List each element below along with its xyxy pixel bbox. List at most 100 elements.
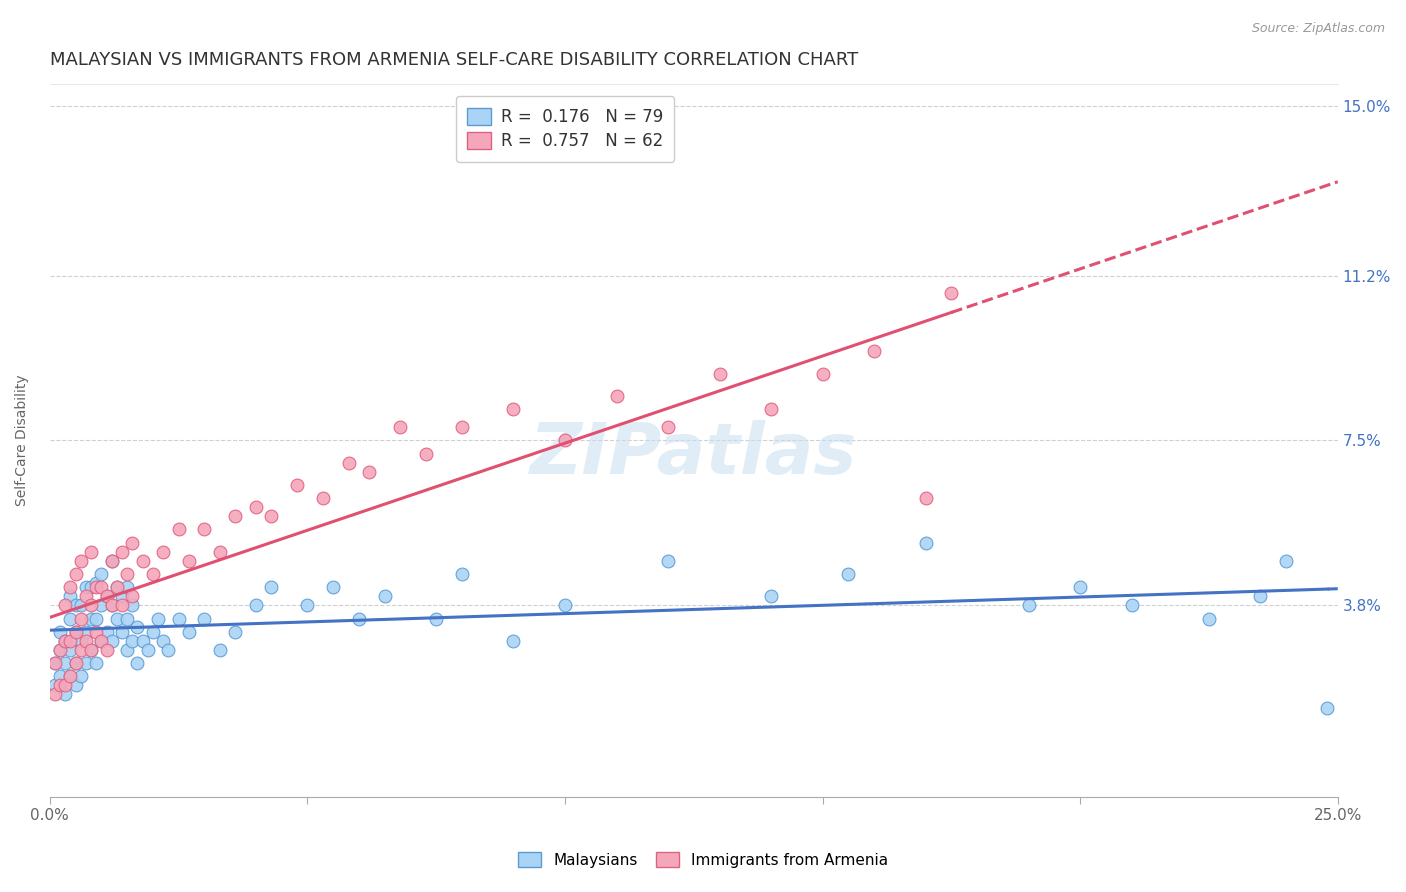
Point [65,678,87,692]
Point [53,598,76,612]
Point [80,642,103,657]
Point [49,678,72,692]
Point [69,598,91,612]
Text: MALAYSIAN VS IMMIGRANTS FROM ARMENIA SELF-CARE DISABILITY CORRELATION CHART: MALAYSIAN VS IMMIGRANTS FROM ARMENIA SEL… [49,51,858,69]
Text: Source: ZipAtlas.com: Source: ZipAtlas.com [1251,22,1385,36]
Point [914,491,936,506]
Point [709,367,731,381]
Point [69,669,91,683]
Point [389,420,412,434]
Point [811,367,834,381]
Point [245,500,267,515]
Point [1275,554,1298,568]
Point [152,633,174,648]
Point [136,642,159,657]
Point [90,633,112,648]
Point [260,509,283,524]
Point [100,554,122,568]
Point [142,624,165,639]
Point [84,656,107,670]
Legend: Malaysians, Immigrants from Armenia: Malaysians, Immigrants from Armenia [510,844,896,875]
Point [115,611,138,625]
Point [177,554,200,568]
Point [90,633,112,648]
Point [554,434,576,448]
Point [157,642,180,657]
Point [53,633,76,648]
Point [115,580,138,594]
Point [65,656,87,670]
Point [297,598,319,612]
Legend: R =  0.176   N = 79, R =  0.757   N = 62: R = 0.176 N = 79, R = 0.757 N = 62 [456,96,675,161]
Point [105,580,128,594]
Point [131,554,153,568]
Point [80,598,103,612]
Point [359,465,381,479]
Point [69,642,91,657]
Point [53,678,76,692]
Point [49,624,72,639]
Point [100,598,122,612]
Point [1198,611,1220,625]
Point [127,656,149,670]
Point [415,447,437,461]
Point [100,633,122,648]
Point [941,286,963,301]
Point [59,633,82,648]
Point [146,611,169,625]
Point [44,678,66,692]
Point [1069,580,1091,594]
Point [80,611,103,625]
Point [53,656,76,670]
Point [1018,598,1040,612]
Point [759,589,782,603]
Point [75,589,97,603]
Point [80,642,103,657]
Point [96,589,118,603]
Point [65,624,87,639]
Point [1250,589,1272,603]
Point [914,536,936,550]
Point [44,656,66,670]
Point [121,633,143,648]
Point [554,598,576,612]
Point [53,633,76,648]
Point [59,580,82,594]
Point [605,389,627,403]
Point [425,611,447,625]
Point [69,611,91,625]
Point [111,598,134,612]
Point [121,598,143,612]
Point [44,656,66,670]
Point [224,624,246,639]
Point [208,545,231,559]
Point [337,456,360,470]
Point [69,554,91,568]
Point [502,402,524,417]
Point [115,567,138,582]
Point [90,567,112,582]
Point [69,633,91,648]
Point [100,554,122,568]
Point [224,509,246,524]
Point [75,633,97,648]
Point [84,575,107,590]
Point [80,545,103,559]
Point [75,656,97,670]
Point [59,642,82,657]
Point [49,642,72,657]
Point [285,478,308,492]
Point [65,598,87,612]
Text: ZIPatlas: ZIPatlas [530,420,858,489]
Point [59,611,82,625]
Point [80,580,103,594]
Point [167,611,190,625]
Point [96,624,118,639]
Point [167,523,190,537]
Point [105,611,128,625]
Point [115,642,138,657]
Point [657,554,679,568]
Point [127,620,149,634]
Point [59,589,82,603]
Point [451,420,474,434]
